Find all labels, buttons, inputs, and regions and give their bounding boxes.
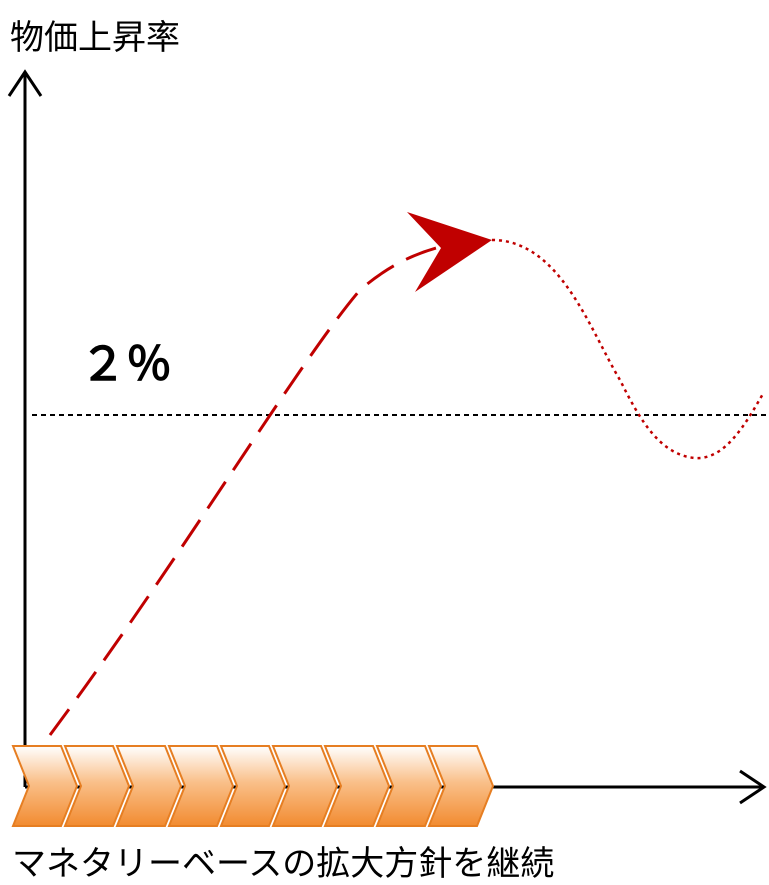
chevron-8 (375, 745, 443, 827)
trend-curve-oscillating (491, 238, 766, 460)
chevron-6 (271, 745, 339, 827)
y-axis-arrowhead (7, 69, 43, 97)
y-axis-label: 物価上昇率 (10, 18, 180, 58)
chevron-5 (219, 745, 287, 827)
chevron-3 (115, 745, 183, 827)
chevron-9 (427, 745, 495, 827)
trend-curve-rising (48, 238, 481, 736)
x-axis-label: マネタリーベースの拡大方針を継続 (12, 844, 555, 884)
trend-arrowhead (407, 212, 492, 292)
target-rate-label: ２％ (80, 337, 172, 391)
policy-chevron-row (11, 745, 495, 827)
chevron-1 (11, 745, 79, 827)
x-axis-arrowhead (739, 769, 767, 805)
chevron-2 (63, 745, 131, 827)
chevron-7 (323, 745, 391, 827)
chevron-4 (167, 745, 235, 827)
